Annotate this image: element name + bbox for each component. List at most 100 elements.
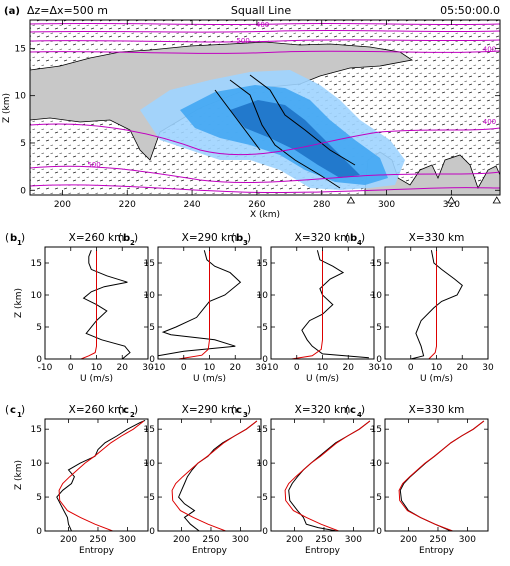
panel-b4-paren-open: ( <box>345 232 349 244</box>
red-profile-line <box>284 420 371 531</box>
panel-b1-xtick-label: 20 <box>117 363 129 373</box>
theta-contour-6 <box>30 165 500 184</box>
panel-c3-frame <box>270 418 375 532</box>
panel-b2-xtick-label: 30 <box>255 363 267 373</box>
panel-b1-xtick-label: 30 <box>142 363 154 373</box>
panel-c4-letter: c <box>350 405 356 416</box>
panel-a-xtick-label: 220 <box>119 200 136 210</box>
panel-c1-ytick-label: 5 <box>36 493 42 503</box>
panel-b3-paren-open: ( <box>231 232 235 244</box>
theta-contour-1 <box>30 22 500 26</box>
panel-c2-ytick-label: 10 <box>144 459 156 469</box>
panel-a-frame <box>29 19 501 196</box>
panel-b1-paren-open: ( <box>5 232 9 244</box>
panel-c2-paren-open: ( <box>118 404 122 416</box>
panel-c2-xtick-label: 200 <box>173 535 190 545</box>
panel-c1-xlabel: Entropy <box>79 546 115 556</box>
panel-c2-xtick-label: 300 <box>232 535 249 545</box>
panel-c3-paren-close: ) <box>247 404 251 416</box>
panel-c2-paren-close: ) <box>134 404 138 416</box>
panel-b3-xlabel: U (m/s) <box>306 374 339 384</box>
panel-b2-paren-open: ( <box>118 232 122 244</box>
panel-b4-ytick-label: 0 <box>376 355 382 365</box>
panel-c4-ytick-label: 15 <box>371 425 382 435</box>
panel-c1-ytick-label: 10 <box>31 459 43 469</box>
panel-b1-ytick-label: 5 <box>36 323 42 333</box>
panel-b3-title: X=320 km <box>295 232 351 244</box>
panel-c3-subscript: 3 <box>243 411 248 419</box>
panel-c1-xtick-label: 300 <box>119 535 136 545</box>
red-profile-line <box>178 250 210 359</box>
panel-c1-xtick-label: 200 <box>60 535 77 545</box>
panel-a-contour-labels: 400 500 400 400 500 <box>87 21 496 169</box>
panel-c2-xtick-label: 250 <box>202 535 219 545</box>
panel-b2-subscript: 2 <box>130 239 135 247</box>
red-profile-line <box>80 250 97 359</box>
panel-b3-ytick-label: 5 <box>262 323 268 333</box>
panel-a-time-label: 05:50:00.0 <box>440 4 500 17</box>
panel-a-y-ticks: 0 5 10 15 <box>15 44 500 196</box>
panel-b3-letter: b <box>236 233 243 244</box>
panel-b2-ytick-label: 15 <box>144 259 155 269</box>
panel-a-ylabel: Z (km) <box>2 93 12 123</box>
panel-a-ytick-label: 15 <box>15 44 26 54</box>
panel-b2-xtick-label: 0 <box>181 363 187 373</box>
red-profile-line <box>171 420 258 531</box>
panel-b4-ytick-label: 5 <box>376 323 382 333</box>
panel-c1-ytick-label: 15 <box>31 425 42 435</box>
location-triangle-marker <box>447 196 456 204</box>
panel-c2-title: X=290 km <box>182 404 238 416</box>
panel-c4-title: X=330 km <box>409 404 465 416</box>
panel-a-title: Squall Line <box>231 4 291 17</box>
black-profile-line <box>301 250 369 359</box>
panel-b1-paren-close: ) <box>21 232 25 244</box>
panel-a-ytick-label: 0 <box>20 186 26 196</box>
panel-b3-subscript: 3 <box>243 239 248 247</box>
panel-b1-xlabel: U (m/s) <box>80 374 113 384</box>
theta-contour-label: 400 <box>483 118 496 126</box>
panel-b4-subscript: 4 <box>357 239 362 247</box>
panel-a-xtick-label: 200 <box>54 200 71 210</box>
panel-c2-frame <box>157 418 262 532</box>
panel-b3-series <box>291 250 369 359</box>
black-profile-line <box>178 420 258 531</box>
panel-c3-ytick-label: 15 <box>257 425 268 435</box>
panel-b1-ytick-label: 0 <box>36 355 42 365</box>
panel-b1-title: X=260 km <box>69 232 125 244</box>
panel-c4-ytick-label: 0 <box>376 527 382 537</box>
panel-c3-series <box>284 420 371 531</box>
panel-b3-ytick-label: 0 <box>262 355 268 365</box>
panel-c4-ytick-label: 10 <box>371 459 383 469</box>
cloud-outline-2 <box>249 74 356 166</box>
panel-c4-xtick-label: 250 <box>429 535 446 545</box>
panel-b1-ytick-label: 10 <box>31 291 43 301</box>
panel-c1-xtick-label: 250 <box>89 535 106 545</box>
location-triangle-marker <box>346 196 356 204</box>
panel-c1-paren-close: ) <box>21 404 25 416</box>
panel-a-ytick-label: 5 <box>20 139 26 149</box>
panel-b2-ytick-label: 10 <box>144 291 156 301</box>
panel-c4-paren-close: ) <box>361 404 365 416</box>
panel-b4-xtick-label: 30 <box>482 363 494 373</box>
panel-c4-xtick-label: 300 <box>459 535 476 545</box>
panel-c3-title: X=320 km <box>295 404 351 416</box>
panel-a-xtick-label: 300 <box>378 200 395 210</box>
panel-a-grid-spacing-note: Δz=Δx=500 m <box>27 4 108 17</box>
panel-c2-ytick-label: 15 <box>144 425 155 435</box>
panel-b1-ytick-label: 15 <box>31 259 42 269</box>
panel-a-triangle-markers <box>346 196 501 204</box>
black-profile-line <box>399 420 485 531</box>
panel-c3-xtick-label: 250 <box>315 535 332 545</box>
panel-b3-xtick-label: 20 <box>343 363 355 373</box>
theta-contour-label: 400 <box>256 21 269 29</box>
panel-c1-subscript: 1 <box>17 411 22 419</box>
panel-c4-xtick-label: 200 <box>400 535 417 545</box>
panel-b2-ytick-label: 0 <box>149 355 155 365</box>
panel-b2-xtick-label: -10 <box>151 363 166 373</box>
location-triangle-marker <box>492 196 501 204</box>
cloud-outline-1 <box>229 79 341 189</box>
